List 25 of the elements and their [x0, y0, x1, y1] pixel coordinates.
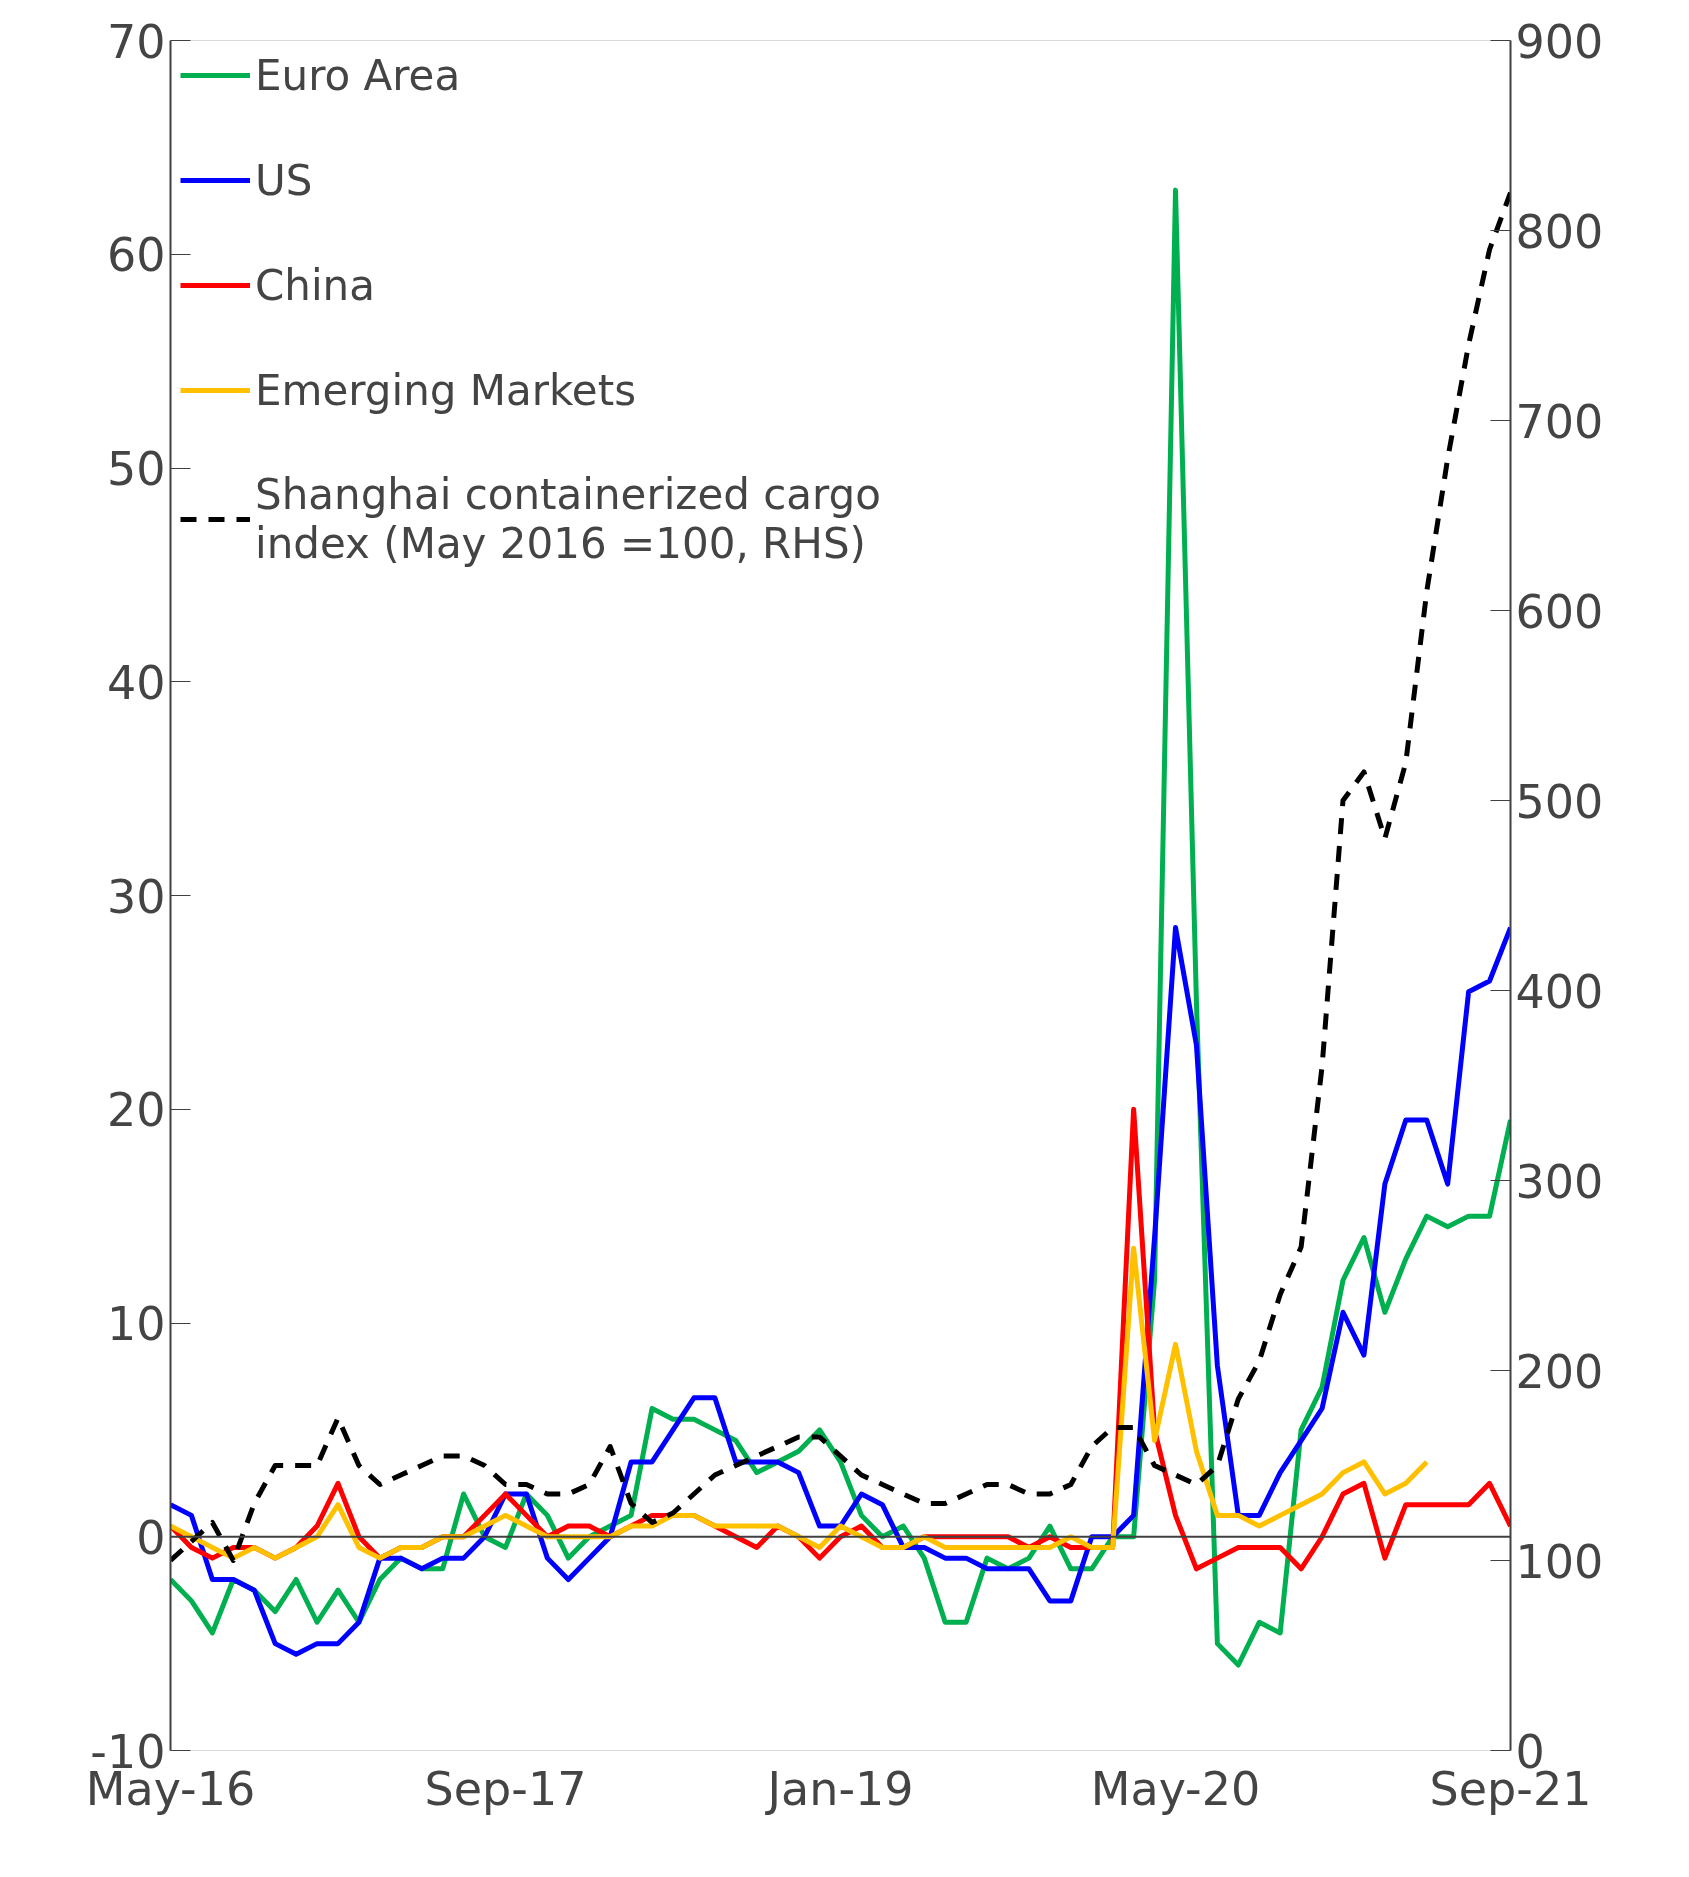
y2-tick-label: 600	[1515, 584, 1604, 639]
y-tick-label: 20	[106, 1083, 166, 1138]
legend-label: China	[255, 260, 375, 310]
legend-label: Euro Area	[255, 50, 461, 100]
y-tick-label: 10	[106, 1297, 166, 1351]
y2-tick-label: 400	[1515, 964, 1604, 1019]
y2-tick-label: 200	[1515, 1344, 1604, 1399]
y-tick-label: 70	[106, 14, 166, 69]
y2-tick-label: 100	[1515, 1534, 1604, 1589]
x-tick-label: Sep-17	[424, 1761, 587, 1816]
y-tick-label: 30	[106, 869, 166, 924]
legend-label: Shanghai containerized cargo index (May 2016 =100, RHS)	[255, 470, 881, 568]
x-tick-label: May-20	[1090, 1761, 1261, 1816]
legend-label: US	[255, 155, 313, 205]
x-tick-label: Jan-19	[764, 1761, 914, 1816]
y-tick-label: 50	[106, 442, 166, 496]
y2-tick-label: 700	[1515, 394, 1604, 449]
legend-label: Emerging Markets	[255, 365, 637, 415]
y-tick-label: 0	[136, 1510, 166, 1565]
y2-tick-label: 300	[1515, 1154, 1604, 1209]
y2-tick-label: 800	[1515, 204, 1604, 259]
y-tick-label: 60	[106, 228, 166, 283]
y2-tick-label: 500	[1515, 774, 1604, 829]
y-tick-label: 40	[106, 655, 166, 710]
y2-tick-label: 900	[1515, 14, 1604, 69]
